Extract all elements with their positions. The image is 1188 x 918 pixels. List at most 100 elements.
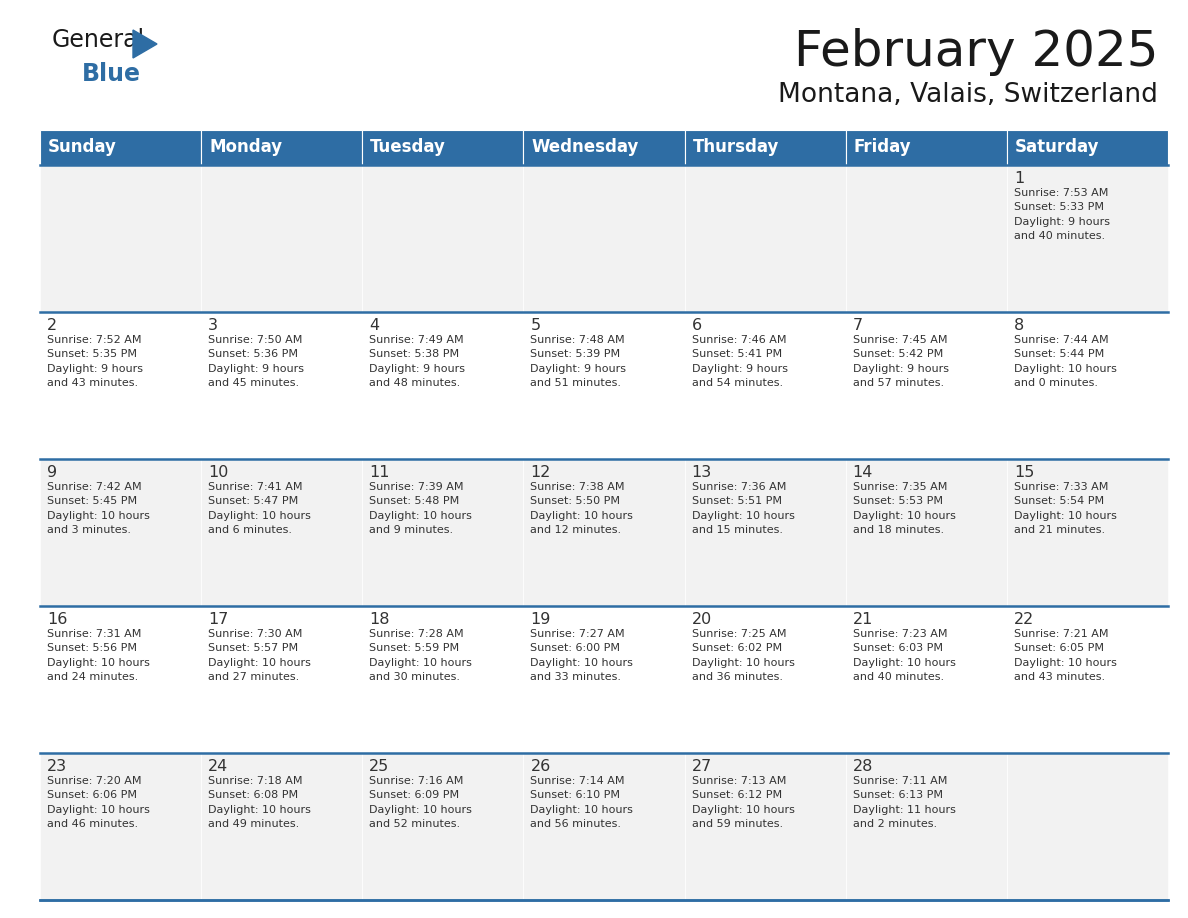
Text: Sunrise: 7:16 AM
Sunset: 6:09 PM
Daylight: 10 hours
and 52 minutes.: Sunrise: 7:16 AM Sunset: 6:09 PM Dayligh… [369,776,472,829]
Polygon shape [133,30,157,58]
Bar [846,130,1007,165]
Bar [201,165,362,312]
Text: 11: 11 [369,465,390,480]
Text: 15: 15 [1013,465,1035,480]
Bar [1007,130,1168,165]
Text: Sunrise: 7:41 AM
Sunset: 5:47 PM
Daylight: 10 hours
and 6 minutes.: Sunrise: 7:41 AM Sunset: 5:47 PM Dayligh… [208,482,311,535]
Text: Sunrise: 7:14 AM
Sunset: 6:10 PM
Daylight: 10 hours
and 56 minutes.: Sunrise: 7:14 AM Sunset: 6:10 PM Dayligh… [530,776,633,829]
Text: 7: 7 [853,318,862,333]
Text: 3: 3 [208,318,219,333]
Text: Blue: Blue [82,62,141,86]
Bar [40,165,201,312]
Text: Wednesday: Wednesday [531,139,639,156]
Text: Tuesday: Tuesday [371,139,447,156]
Bar [524,753,684,900]
Text: Sunrise: 7:53 AM
Sunset: 5:33 PM
Daylight: 9 hours
and 40 minutes.: Sunrise: 7:53 AM Sunset: 5:33 PM Dayligh… [1013,188,1110,241]
Bar [1007,312,1168,459]
Text: February 2025: February 2025 [794,28,1158,76]
Bar [40,312,201,459]
Text: Montana, Valais, Switzerland: Montana, Valais, Switzerland [778,82,1158,108]
Text: 16: 16 [48,612,68,627]
Text: 25: 25 [369,759,390,774]
Bar [1007,459,1168,606]
Bar [201,312,362,459]
Text: 17: 17 [208,612,228,627]
Text: Sunday: Sunday [48,139,116,156]
Text: 27: 27 [691,759,712,774]
Bar [40,459,201,606]
Bar [1007,606,1168,753]
Text: General: General [52,28,145,52]
Text: Friday: Friday [854,139,911,156]
Text: 6: 6 [691,318,702,333]
Bar [362,165,524,312]
Text: 23: 23 [48,759,68,774]
Bar [524,165,684,312]
Bar [684,130,846,165]
Bar [201,459,362,606]
Text: Sunrise: 7:38 AM
Sunset: 5:50 PM
Daylight: 10 hours
and 12 minutes.: Sunrise: 7:38 AM Sunset: 5:50 PM Dayligh… [530,482,633,535]
Text: Thursday: Thursday [693,139,779,156]
Text: Sunrise: 7:20 AM
Sunset: 6:06 PM
Daylight: 10 hours
and 46 minutes.: Sunrise: 7:20 AM Sunset: 6:06 PM Dayligh… [48,776,150,829]
Bar [684,753,846,900]
Bar [684,312,846,459]
Text: Sunrise: 7:30 AM
Sunset: 5:57 PM
Daylight: 10 hours
and 27 minutes.: Sunrise: 7:30 AM Sunset: 5:57 PM Dayligh… [208,629,311,682]
Bar [846,606,1007,753]
Bar [362,459,524,606]
Text: 28: 28 [853,759,873,774]
Text: 14: 14 [853,465,873,480]
Bar [684,459,846,606]
Text: Sunrise: 7:23 AM
Sunset: 6:03 PM
Daylight: 10 hours
and 40 minutes.: Sunrise: 7:23 AM Sunset: 6:03 PM Dayligh… [853,629,955,682]
Bar [846,753,1007,900]
Text: 8: 8 [1013,318,1024,333]
Text: 20: 20 [691,612,712,627]
Text: Sunrise: 7:25 AM
Sunset: 6:02 PM
Daylight: 10 hours
and 36 minutes.: Sunrise: 7:25 AM Sunset: 6:02 PM Dayligh… [691,629,795,682]
Text: Sunrise: 7:44 AM
Sunset: 5:44 PM
Daylight: 10 hours
and 0 minutes.: Sunrise: 7:44 AM Sunset: 5:44 PM Dayligh… [1013,335,1117,388]
Bar [846,459,1007,606]
Text: Sunrise: 7:39 AM
Sunset: 5:48 PM
Daylight: 10 hours
and 9 minutes.: Sunrise: 7:39 AM Sunset: 5:48 PM Dayligh… [369,482,472,535]
Bar [524,312,684,459]
Bar [201,130,362,165]
Bar [40,606,201,753]
Bar [524,130,684,165]
Bar [362,312,524,459]
Text: Sunrise: 7:35 AM
Sunset: 5:53 PM
Daylight: 10 hours
and 18 minutes.: Sunrise: 7:35 AM Sunset: 5:53 PM Dayligh… [853,482,955,535]
Text: Sunrise: 7:21 AM
Sunset: 6:05 PM
Daylight: 10 hours
and 43 minutes.: Sunrise: 7:21 AM Sunset: 6:05 PM Dayligh… [1013,629,1117,682]
Text: Sunrise: 7:46 AM
Sunset: 5:41 PM
Daylight: 9 hours
and 54 minutes.: Sunrise: 7:46 AM Sunset: 5:41 PM Dayligh… [691,335,788,388]
Text: 22: 22 [1013,612,1034,627]
Text: Saturday: Saturday [1015,139,1099,156]
Text: Sunrise: 7:33 AM
Sunset: 5:54 PM
Daylight: 10 hours
and 21 minutes.: Sunrise: 7:33 AM Sunset: 5:54 PM Dayligh… [1013,482,1117,535]
Text: Sunrise: 7:49 AM
Sunset: 5:38 PM
Daylight: 9 hours
and 48 minutes.: Sunrise: 7:49 AM Sunset: 5:38 PM Dayligh… [369,335,466,388]
Text: 4: 4 [369,318,379,333]
Text: 10: 10 [208,465,228,480]
Text: 18: 18 [369,612,390,627]
Bar [524,606,684,753]
Text: Sunrise: 7:42 AM
Sunset: 5:45 PM
Daylight: 10 hours
and 3 minutes.: Sunrise: 7:42 AM Sunset: 5:45 PM Dayligh… [48,482,150,535]
Text: 1: 1 [1013,171,1024,186]
Bar [40,130,201,165]
Text: 9: 9 [48,465,57,480]
Bar [1007,753,1168,900]
Text: 12: 12 [530,465,551,480]
Bar [1007,165,1168,312]
Bar [684,606,846,753]
Bar [362,130,524,165]
Bar [846,312,1007,459]
Text: Sunrise: 7:36 AM
Sunset: 5:51 PM
Daylight: 10 hours
and 15 minutes.: Sunrise: 7:36 AM Sunset: 5:51 PM Dayligh… [691,482,795,535]
Bar [846,165,1007,312]
Text: Sunrise: 7:48 AM
Sunset: 5:39 PM
Daylight: 9 hours
and 51 minutes.: Sunrise: 7:48 AM Sunset: 5:39 PM Dayligh… [530,335,626,388]
Text: Sunrise: 7:18 AM
Sunset: 6:08 PM
Daylight: 10 hours
and 49 minutes.: Sunrise: 7:18 AM Sunset: 6:08 PM Dayligh… [208,776,311,829]
Text: 19: 19 [530,612,551,627]
Bar [684,165,846,312]
Text: Sunrise: 7:27 AM
Sunset: 6:00 PM
Daylight: 10 hours
and 33 minutes.: Sunrise: 7:27 AM Sunset: 6:00 PM Dayligh… [530,629,633,682]
Text: Sunrise: 7:45 AM
Sunset: 5:42 PM
Daylight: 9 hours
and 57 minutes.: Sunrise: 7:45 AM Sunset: 5:42 PM Dayligh… [853,335,949,388]
Text: Monday: Monday [209,139,283,156]
Bar [201,753,362,900]
Text: 2: 2 [48,318,57,333]
Text: 26: 26 [530,759,551,774]
Text: 13: 13 [691,465,712,480]
Text: 5: 5 [530,318,541,333]
Text: Sunrise: 7:28 AM
Sunset: 5:59 PM
Daylight: 10 hours
and 30 minutes.: Sunrise: 7:28 AM Sunset: 5:59 PM Dayligh… [369,629,472,682]
Bar [40,753,201,900]
Text: Sunrise: 7:11 AM
Sunset: 6:13 PM
Daylight: 11 hours
and 2 minutes.: Sunrise: 7:11 AM Sunset: 6:13 PM Dayligh… [853,776,955,829]
